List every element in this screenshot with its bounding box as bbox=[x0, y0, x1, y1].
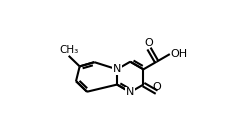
Text: O: O bbox=[144, 38, 153, 48]
Text: O: O bbox=[152, 82, 160, 91]
Text: N: N bbox=[112, 64, 121, 74]
Text: N: N bbox=[125, 87, 134, 97]
Text: OH: OH bbox=[170, 49, 187, 59]
Text: CH₃: CH₃ bbox=[59, 45, 78, 55]
